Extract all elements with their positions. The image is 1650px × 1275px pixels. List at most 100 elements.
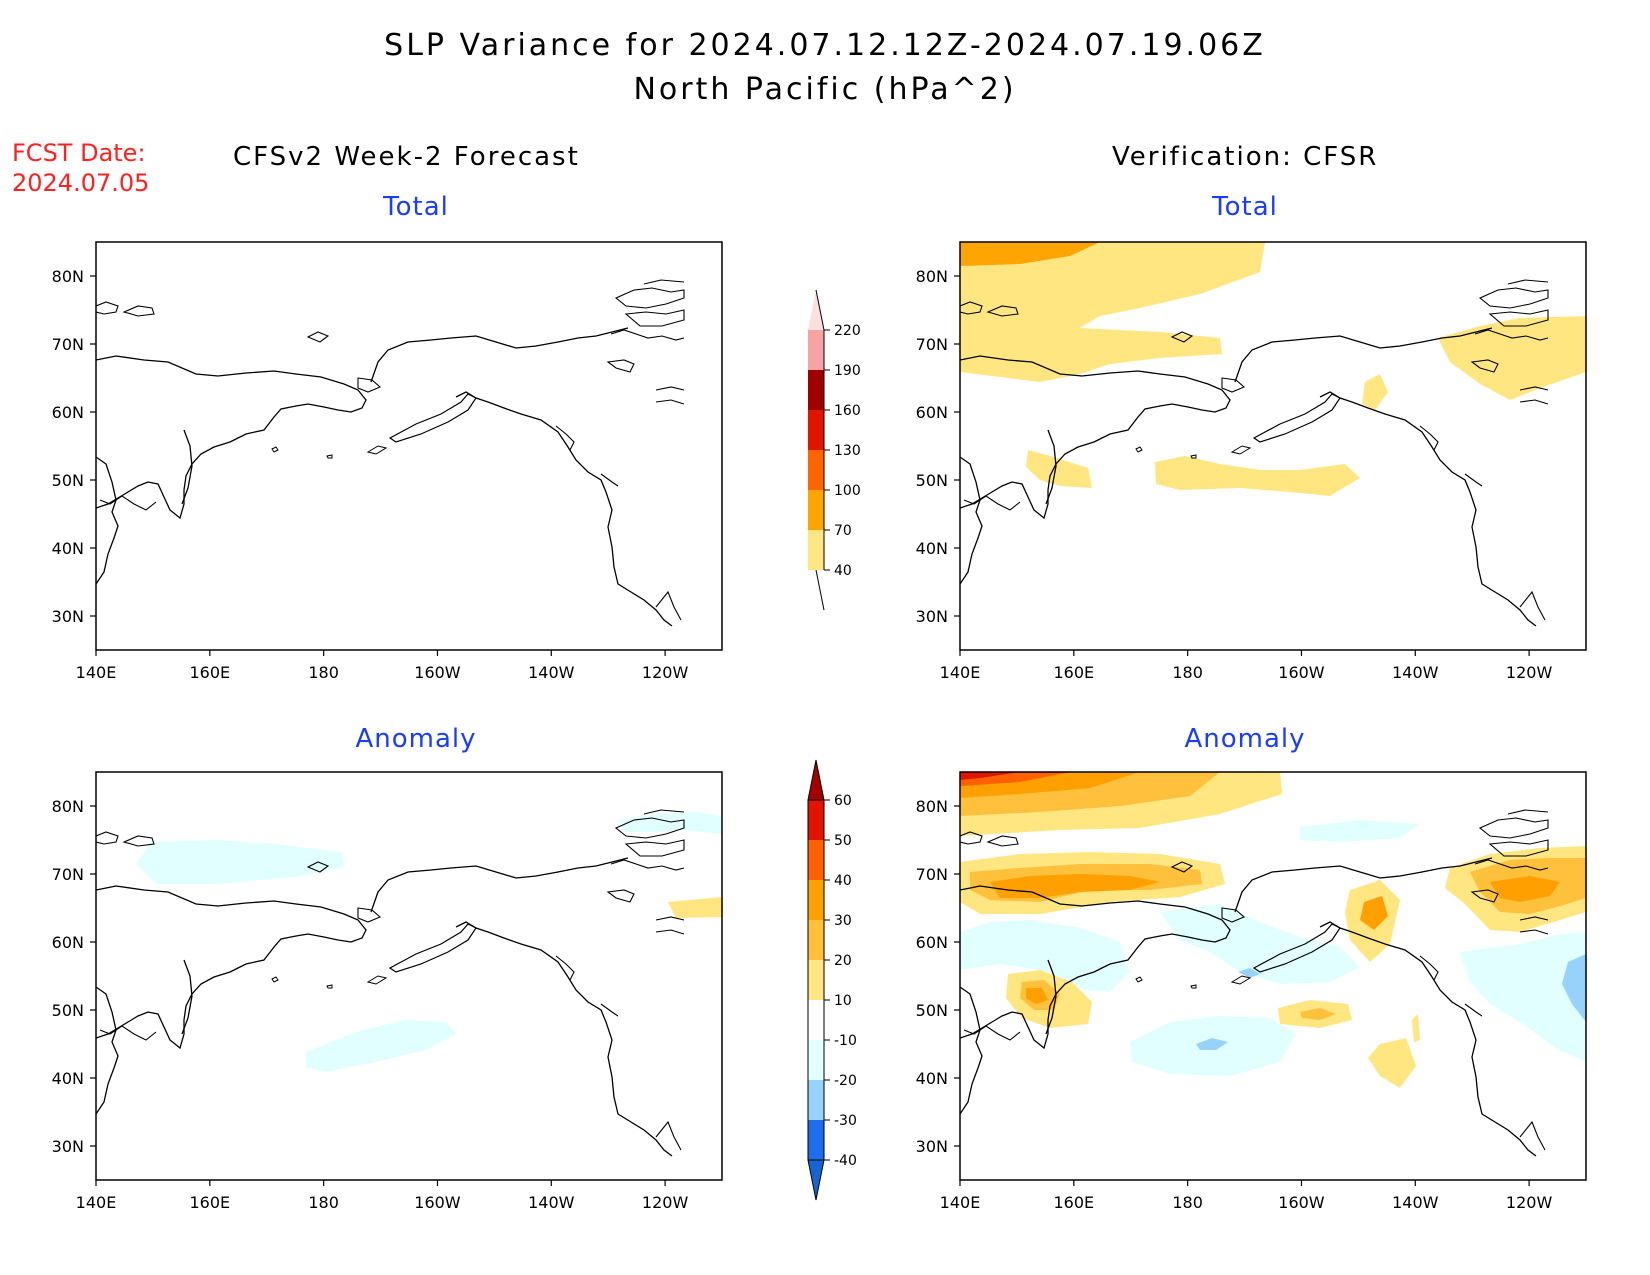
lon-tick-label: 140E bbox=[940, 1193, 981, 1212]
shaded-region bbox=[1490, 876, 1560, 902]
lat-tick-label: 60N bbox=[916, 403, 948, 422]
colorbar-label: 220 bbox=[834, 323, 861, 339]
lat-tick-label: 40N bbox=[916, 539, 948, 558]
lon-tick-label: 160W bbox=[414, 663, 461, 682]
colorbar-label: -40 bbox=[834, 1153, 857, 1169]
lon-tick-label: 140W bbox=[528, 1193, 575, 1212]
shaded-region bbox=[1438, 316, 1586, 400]
lon-tick-label: 120W bbox=[1506, 663, 1553, 682]
colorbar-top-arrow bbox=[807, 759, 825, 801]
colorbar-swatch bbox=[808, 960, 824, 1000]
forecast-total-map: 30N 40N 50N 60N 70N 80N 140E 160E 180 160W 140W 120… bbox=[52, 241, 723, 682]
lon-tick-label: 160E bbox=[1053, 1193, 1094, 1212]
verification-anomaly-map: 30N 40N 50N 60N 70N 80N 140E 160E 180 160W 140W 120… bbox=[916, 771, 1587, 1212]
forecast-anomaly-map: 30N 40N 50N 60N 70N 80N 140E 160E 180 160W 140W 120… bbox=[52, 771, 723, 1212]
colorbar-label: -20 bbox=[834, 1073, 857, 1089]
shaded-region bbox=[1300, 1008, 1336, 1020]
lon-tick-label: 160W bbox=[1278, 663, 1325, 682]
colorbar-swatch bbox=[808, 1080, 824, 1120]
colorbar-swatch bbox=[808, 800, 824, 840]
colorbar-label: 40 bbox=[834, 873, 852, 889]
colorbar-label: 20 bbox=[834, 953, 852, 969]
shaded-region bbox=[1196, 1038, 1228, 1050]
lon-tick-label: 160E bbox=[1053, 663, 1094, 682]
colorbar-label: 130 bbox=[834, 443, 861, 459]
verification-anomaly-label: Anomaly bbox=[1184, 724, 1306, 754]
shaded-region bbox=[1160, 904, 1360, 984]
lon-tick-label: 160W bbox=[414, 1193, 461, 1212]
colorbar-label: 190 bbox=[834, 363, 861, 379]
lat-tick-label: 60N bbox=[52, 933, 84, 952]
figure-title-line2: North Pacific (hPa^2) bbox=[633, 72, 1017, 107]
lat-tick-label: 30N bbox=[52, 607, 84, 626]
shaded-region bbox=[960, 242, 1100, 266]
colorbar-label: 50 bbox=[834, 833, 852, 849]
lon-tick-label: 140W bbox=[1392, 663, 1439, 682]
colorbar-swatch bbox=[808, 1040, 824, 1080]
lon-tick-label: 140E bbox=[76, 1193, 117, 1212]
lat-tick-label: 50N bbox=[52, 1001, 84, 1020]
shaded-region bbox=[1238, 968, 1260, 978]
lat-tick-label: 50N bbox=[916, 1001, 948, 1020]
verification-total-map: 30N 40N 50N 60N 70N 80N 140E 160E 180 160W 140W 120… bbox=[916, 241, 1587, 682]
lat-tick-label: 70N bbox=[52, 335, 84, 354]
map-frame bbox=[959, 241, 1587, 651]
lat-tick-label: 50N bbox=[52, 471, 84, 490]
shaded-region bbox=[136, 840, 344, 884]
lon-tick-label: 160E bbox=[189, 663, 230, 682]
lat-tick-label: 30N bbox=[52, 1137, 84, 1156]
colorbar-swatch bbox=[808, 1120, 824, 1160]
colorbar-bottom-arrow bbox=[807, 1159, 825, 1201]
colorbar-swatch bbox=[808, 370, 824, 410]
lon-tick-label: 180 bbox=[1172, 663, 1203, 682]
shaded-region bbox=[1562, 954, 1586, 1022]
shaded-region bbox=[306, 1020, 456, 1072]
colorbar-swatch bbox=[808, 490, 824, 530]
shaded-region bbox=[668, 897, 722, 918]
colorbar-label: 10 bbox=[834, 993, 852, 1009]
lon-tick-label: 120W bbox=[642, 663, 689, 682]
shaded-region bbox=[1412, 1014, 1420, 1042]
left-column-title: CFSv2 Week-2 Forecast bbox=[233, 142, 580, 172]
colorbar-anomaly: -40 -30 -20 -10 10 20 30 40 50 60 bbox=[807, 759, 857, 1201]
shaded-region bbox=[618, 812, 722, 834]
shaded-region bbox=[960, 772, 1020, 780]
lon-tick-label: 180 bbox=[308, 663, 339, 682]
lon-tick-label: 180 bbox=[308, 1193, 339, 1212]
colorbar-label: 40 bbox=[834, 563, 852, 579]
lat-tick-label: 80N bbox=[52, 267, 84, 286]
lat-tick-label: 70N bbox=[52, 865, 84, 884]
lat-tick-label: 80N bbox=[916, 267, 948, 286]
map-frame bbox=[959, 771, 1587, 1181]
shaded-region bbox=[1300, 820, 1420, 842]
shaded-region bbox=[1026, 450, 1092, 488]
lon-tick-label: 120W bbox=[1506, 1193, 1553, 1212]
map-frame bbox=[95, 771, 723, 1181]
colorbar-label: 70 bbox=[834, 523, 852, 539]
lat-tick-label: 80N bbox=[916, 797, 948, 816]
lat-tick-label: 50N bbox=[916, 471, 948, 490]
lon-tick-label: 140W bbox=[1392, 1193, 1439, 1212]
colorbar-top-arrow bbox=[808, 290, 824, 330]
colorbar-swatch bbox=[808, 410, 824, 450]
shaded-region bbox=[1155, 456, 1360, 496]
lat-tick-label: 60N bbox=[52, 403, 84, 422]
verification-total-label: Total bbox=[1212, 192, 1278, 222]
colorbar-label: 100 bbox=[834, 483, 861, 499]
shaded-region bbox=[1360, 896, 1388, 930]
lon-tick-label: 140W bbox=[528, 663, 575, 682]
lat-tick-label: 70N bbox=[916, 865, 948, 884]
map-frame bbox=[95, 241, 723, 651]
lon-tick-label: 160W bbox=[1278, 1193, 1325, 1212]
colorbar-total: 40 70 100 130 160 190 220 bbox=[808, 289, 861, 611]
colorbar-label: -10 bbox=[834, 1033, 857, 1049]
shaded-region bbox=[1026, 988, 1048, 1004]
colorbar-swatch bbox=[808, 1000, 824, 1040]
lat-tick-label: 70N bbox=[916, 335, 948, 354]
lat-tick-label: 30N bbox=[916, 1137, 948, 1156]
colorbar-swatch bbox=[808, 840, 824, 880]
lat-tick-label: 30N bbox=[916, 607, 948, 626]
shaded-region bbox=[1362, 374, 1388, 410]
lat-tick-label: 80N bbox=[52, 797, 84, 816]
